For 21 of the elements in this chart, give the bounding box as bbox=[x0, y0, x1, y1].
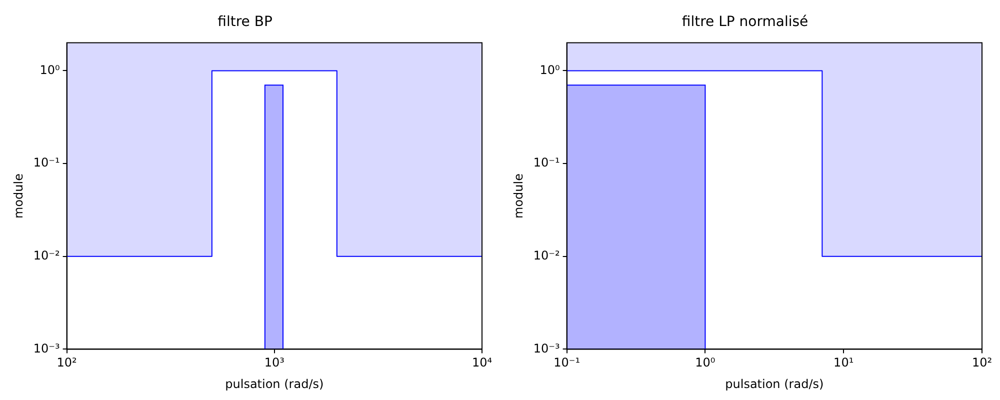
x-tick-label: 10⁴ bbox=[472, 356, 492, 370]
y-tick-label: 10⁻² bbox=[533, 248, 560, 263]
chart-title: filtre LP normalisé bbox=[682, 14, 808, 30]
y-tick-label: 10⁻² bbox=[33, 248, 60, 263]
x-tick-label: 10¹ bbox=[834, 356, 854, 370]
y-tick-label: 10⁻³ bbox=[33, 341, 60, 356]
x-axis-title: pulsation (rad/s) bbox=[225, 376, 324, 391]
y-tick-label: 10⁰ bbox=[540, 62, 560, 77]
y-tick-label: 10⁻¹ bbox=[33, 156, 60, 170]
x-tick-label: 10⁻¹ bbox=[554, 356, 580, 370]
x-tick-label: 10³ bbox=[264, 356, 285, 370]
y-tick-label: 10⁰ bbox=[40, 62, 60, 77]
y-tick-label: 10⁻¹ bbox=[533, 156, 560, 170]
x-tick-label: 10² bbox=[56, 356, 78, 370]
chart-title: filtre BP bbox=[218, 14, 272, 30]
x-tick-label: 10⁰ bbox=[695, 356, 716, 370]
x-axis-title: pulsation (rad/s) bbox=[725, 376, 824, 391]
y-tick-label: 10⁻³ bbox=[533, 341, 560, 356]
y-axis-title: module bbox=[11, 174, 26, 218]
y-axis-title: module bbox=[511, 174, 526, 218]
x-tick-label: 10² bbox=[972, 356, 992, 370]
